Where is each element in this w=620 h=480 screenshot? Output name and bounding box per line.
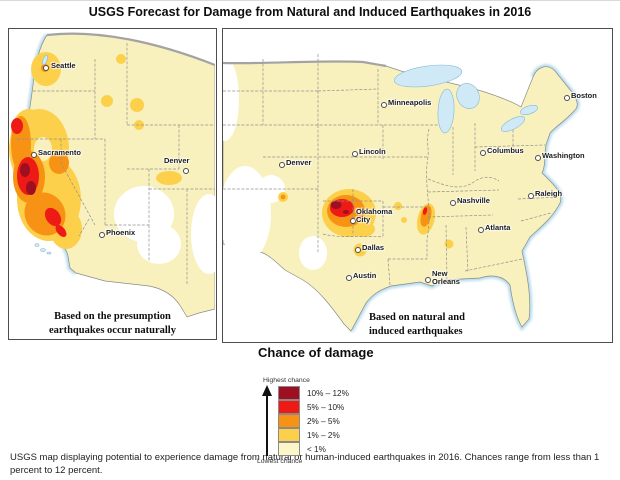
legend-scale: 10% – 12% 5% – 10% 2% – 5% 1% – 2% < 1% xyxy=(278,386,349,456)
city-label-lincoln: Lincoln xyxy=(359,147,386,156)
legend-row: 10% – 12% xyxy=(278,386,349,400)
city-marker-raleigh xyxy=(528,193,534,199)
legend-row: 5% – 10% xyxy=(278,400,349,414)
legend-row: 1% – 2% xyxy=(278,428,349,442)
legend-swatch xyxy=(278,442,300,456)
city-marker-atlanta xyxy=(478,227,484,233)
legend-row: 2% – 5% xyxy=(278,414,349,428)
city-marker-nashville xyxy=(450,200,456,206)
city-marker-phoenix xyxy=(99,232,105,238)
legend-title: Chance of damage xyxy=(258,345,374,360)
city-label-phoenix: Phoenix xyxy=(106,228,136,237)
figure-caption: USGS map displaying potential to experie… xyxy=(10,452,600,476)
legend-swatch-label: < 1% xyxy=(307,444,326,454)
legend-swatch-label: 10% – 12% xyxy=(307,388,349,398)
caption-line: Based on the presumption xyxy=(54,311,171,322)
city-marker-lincoln xyxy=(352,151,358,157)
legend-swatch xyxy=(278,400,300,414)
city-label-raleigh: Raleigh xyxy=(535,189,563,198)
city-marker-washington xyxy=(535,155,541,161)
hazard-zone-new-madrid xyxy=(416,203,436,235)
city-label-seattle: Seattle xyxy=(51,61,76,70)
map-natural-panel: Seattle Sacramento Denver Phoenix Based … xyxy=(8,28,217,340)
city-marker-denver xyxy=(183,168,189,174)
state-borders xyxy=(223,54,560,286)
no-hazard-region xyxy=(191,194,215,274)
city-label-dallas: Dallas xyxy=(362,243,385,252)
city-label-minneapolis: Minneapolis xyxy=(388,98,432,107)
city-label-nashville: Nashville xyxy=(457,196,490,205)
map-combined-svg xyxy=(223,54,580,333)
city-marker-dallas xyxy=(355,247,361,253)
channel-islands xyxy=(34,243,52,255)
city-label-boston: Boston xyxy=(571,91,597,100)
city-label-columbus: Columbus xyxy=(487,146,524,155)
map-combined-panel: Minneapolis Boston Lincoln Columbus Wash… xyxy=(222,28,613,343)
legend-swatch-label: 5% – 10% xyxy=(307,402,345,412)
city-label-denver: Denver xyxy=(286,158,312,167)
city-label-austin: Austin xyxy=(353,271,377,280)
legend-swatch-label: 1% – 2% xyxy=(307,430,340,440)
city-marker-denver xyxy=(279,162,285,168)
caption-line: earthquakes occur naturally xyxy=(49,325,176,337)
map-natural-svg xyxy=(9,32,215,318)
no-hazard-region xyxy=(223,57,239,141)
no-hazard-region xyxy=(299,236,327,270)
city-label-new-orleans: New Orleans xyxy=(432,269,460,287)
city-marker-austin xyxy=(346,275,352,281)
city-label-denver: Denver xyxy=(164,156,190,165)
map-natural-caption: Based on the presumption earthquakes occ… xyxy=(9,310,216,338)
legend-swatch-label: 2% – 5% xyxy=(307,416,340,426)
legend-swatch xyxy=(278,386,300,400)
city-marker-columbus xyxy=(480,150,486,156)
legend-lowest-label: Lowest chance xyxy=(257,458,303,465)
legend-highest-label: Highest chance xyxy=(263,377,310,384)
caption-line: induced earthquakes xyxy=(369,326,463,338)
no-hazard-region xyxy=(137,224,181,264)
city-marker-boston xyxy=(564,95,570,101)
legend: Chance of damage Highest chance 10% – 12… xyxy=(255,345,425,465)
legend-swatch xyxy=(278,428,300,442)
arrow-up-icon xyxy=(262,385,272,456)
canada-border xyxy=(46,32,215,67)
legend-row: < 1% xyxy=(278,442,349,456)
hazard-zone-california xyxy=(9,109,82,249)
city-label-oklahoma-city: Oklahoma City xyxy=(356,207,393,225)
city-label-atlanta: Atlanta xyxy=(485,223,511,232)
state-borders xyxy=(17,43,215,284)
city-marker-seattle xyxy=(43,65,49,71)
caption-line: Based on natural and xyxy=(369,312,465,323)
map-combined-caption: Based on natural and induced earthquakes xyxy=(369,311,465,339)
canada-border xyxy=(223,60,387,68)
city-label-sacramento: Sacramento xyxy=(38,148,81,157)
page-title: USGS Forecast for Damage from Natural an… xyxy=(88,5,532,19)
city-label-washington: Washington xyxy=(542,151,585,160)
city-marker-oklahoma-city xyxy=(350,218,356,224)
city-marker-sacramento xyxy=(31,152,37,158)
city-marker-new-orleans xyxy=(425,277,431,283)
city-marker-minneapolis xyxy=(381,102,387,108)
legend-swatch xyxy=(278,414,300,428)
great-lakes xyxy=(394,64,538,134)
